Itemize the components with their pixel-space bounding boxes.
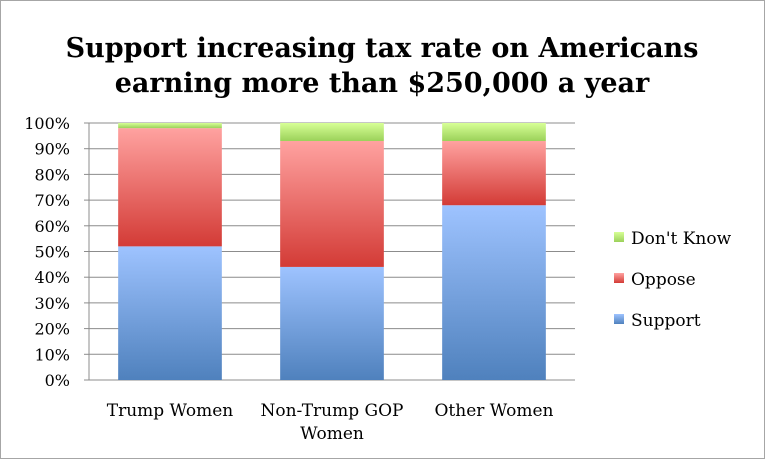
- bar-don-t-know-2: [442, 123, 546, 141]
- bar-don-t-know-0: [118, 123, 222, 129]
- y-tick-label: 70%: [34, 191, 70, 210]
- x-category-label: Non-Trump GOP: [261, 401, 404, 421]
- x-category-labels: Trump Women Non-Trump GOP Women Other Women: [107, 401, 554, 444]
- y-tick-label: 60%: [34, 217, 70, 236]
- y-tick-label: 10%: [34, 345, 70, 364]
- x-category-label: Women: [300, 424, 364, 444]
- y-tick-label: 30%: [34, 294, 70, 313]
- legend-swatch: [614, 232, 624, 242]
- bars: [118, 123, 546, 380]
- y-tick-labels: 0% 10% 20% 30% 40% 50% 60% 70% 80% 90% 100%: [24, 114, 70, 390]
- y-tick-label: 50%: [34, 243, 70, 262]
- bar-don-t-know-1: [280, 123, 384, 141]
- chart-title: Support increasing tax rate on Americans…: [66, 33, 699, 99]
- y-tick-label: 80%: [34, 165, 70, 184]
- bar-oppose-2: [442, 140, 546, 206]
- legend: Don't Know Oppose Support: [614, 229, 732, 331]
- bar-support-1: [280, 266, 384, 380]
- y-tick-label: 90%: [34, 140, 70, 159]
- legend-label: Don't Know: [631, 229, 732, 249]
- chart-title-line-1: Support increasing tax rate on Americans: [66, 33, 699, 64]
- bar-support-2: [442, 205, 546, 380]
- legend-label: Support: [631, 311, 701, 331]
- y-tick-label: 40%: [34, 268, 70, 287]
- y-tick-label: 20%: [34, 320, 70, 339]
- x-category-label: Other Women: [435, 401, 554, 421]
- y-tick-label: 0%: [45, 371, 70, 390]
- legend-swatch: [614, 273, 624, 283]
- bar-support-0: [118, 246, 222, 380]
- chart-title-line-2: earning more than $250,000 a year: [115, 68, 650, 99]
- y-tick-label: 100%: [24, 114, 70, 133]
- legend-swatch: [614, 314, 624, 324]
- bar-oppose-1: [280, 140, 384, 267]
- legend-label: Oppose: [631, 270, 696, 290]
- bar-oppose-0: [118, 128, 222, 247]
- x-category-label: Trump Women: [107, 401, 234, 421]
